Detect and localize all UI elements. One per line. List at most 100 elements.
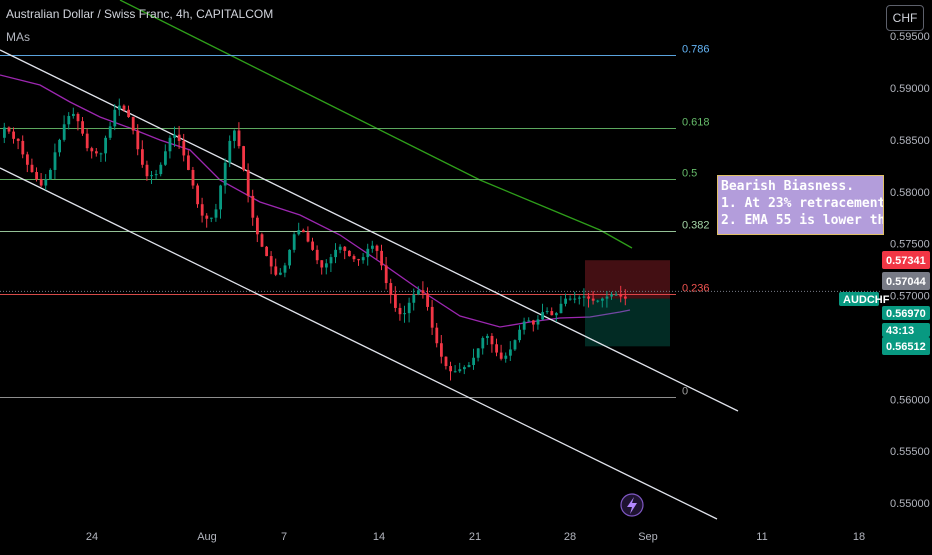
candle-body [26, 154, 29, 165]
x-tick-label: Sep [638, 531, 658, 543]
candle-body [361, 257, 365, 261]
candle-body [104, 137, 107, 154]
candle-body [403, 313, 406, 315]
y-tick-label: 0.56000 [890, 394, 930, 406]
candle-body [472, 357, 475, 366]
candle-body [398, 307, 402, 315]
candle-body [619, 294, 623, 297]
candle-body [458, 369, 462, 372]
chart-title: Australian Dollar / Swiss Franc, 4h, CAP… [6, 7, 274, 21]
candle-body [274, 266, 278, 275]
candle-body [99, 153, 103, 155]
candle-body [72, 113, 75, 117]
candle-body [407, 302, 411, 314]
candle-body [605, 296, 609, 299]
candle-body [292, 234, 296, 250]
candle-body [325, 263, 328, 268]
short-position-tool[interactable] [0, 260, 880, 347]
price-label-box [882, 337, 930, 355]
candle-body [210, 217, 213, 219]
candle-body [173, 134, 176, 138]
candle-body [168, 137, 172, 152]
candle-body [108, 126, 112, 138]
x-tick-label: 18 [853, 531, 865, 543]
candle-body [518, 329, 521, 341]
candle-body [251, 195, 255, 218]
y-tick-label: 0.55500 [890, 446, 930, 458]
candle-body [159, 164, 163, 175]
candle-body [578, 297, 581, 299]
descending-channel[interactable] [0, 49, 739, 520]
currency-button[interactable]: CHF [886, 5, 924, 31]
candle-body [467, 365, 471, 368]
candle-body [306, 232, 310, 242]
candle-body [154, 174, 158, 176]
candle-body [610, 294, 613, 297]
candle-body [228, 140, 232, 163]
price-axis: 0.59500 0.59000 0.58500 0.58000 0.57500 0.570… [890, 31, 930, 510]
candle-body [601, 298, 604, 301]
candle-body [67, 116, 71, 125]
candle-body [582, 296, 586, 298]
candle-body [118, 105, 121, 110]
candle-body [76, 113, 80, 122]
candle-body [260, 234, 264, 247]
y-tick-label: 0.59000 [890, 83, 930, 95]
candle-body [394, 294, 397, 308]
candle-body [12, 131, 15, 139]
price-label-box [882, 251, 930, 269]
candle-body [53, 152, 57, 170]
candle-body [81, 121, 84, 134]
candle-body [200, 204, 204, 216]
candle-body [490, 335, 494, 345]
price-label-text: 0.57341 [886, 255, 926, 267]
candle-body [522, 321, 526, 330]
annotation-note[interactable]: Bearish Biasness. 1. At 23% retracement … [717, 175, 884, 235]
candle-body [329, 257, 333, 264]
candle-body [35, 172, 38, 180]
y-tick-label: 0.59500 [890, 31, 930, 43]
candle-body [177, 134, 181, 141]
candle-body [486, 335, 489, 339]
candle-body [435, 327, 439, 344]
x-tick-label: 11 [756, 531, 767, 543]
fib-level-label: 0.382 [682, 220, 710, 232]
price-label-box [839, 292, 879, 306]
y-tick-label: 0.55000 [890, 498, 930, 510]
ma-55-line [0, 74, 631, 328]
candle-body [62, 124, 66, 140]
candle-body [237, 130, 241, 147]
candle-body [279, 272, 282, 275]
candle-body [375, 245, 379, 251]
lightning-icon[interactable] [620, 493, 644, 517]
candle-body [371, 245, 374, 249]
take-profit-zone [585, 298, 670, 347]
candle-body [591, 298, 595, 301]
moving-averages-layer [0, 0, 633, 328]
candle-body [187, 155, 190, 170]
y-tick-label: 0.57500 [890, 239, 930, 251]
annotation-title: Bearish Biasness. [721, 179, 855, 194]
candle-body [21, 140, 25, 155]
candle-body [453, 371, 457, 373]
candle-body [246, 169, 250, 196]
stop-loss-zone [585, 260, 670, 299]
price-labels: 0.57341 0.57044 AUDCHF 0.56970 43:13 0.56512 [839, 251, 930, 355]
candle-body [85, 133, 89, 149]
candle-body [550, 311, 554, 316]
candle-body [568, 298, 572, 300]
candle-body [311, 241, 314, 250]
candle-body [269, 256, 273, 267]
indicator-label[interactable]: MAs [6, 30, 30, 44]
candle-body [283, 265, 287, 273]
fibonacci-retracement[interactable]: 0.786 0.618 0.5 0.382 0.236 0 [0, 44, 710, 398]
candle-body [136, 130, 140, 150]
price-label-text: 43:13 [886, 325, 914, 337]
candle-body [223, 162, 227, 186]
candle-body [233, 130, 236, 141]
candle-body [559, 303, 563, 314]
price-label-box [882, 272, 930, 290]
x-tick-label: 24 [86, 531, 98, 543]
